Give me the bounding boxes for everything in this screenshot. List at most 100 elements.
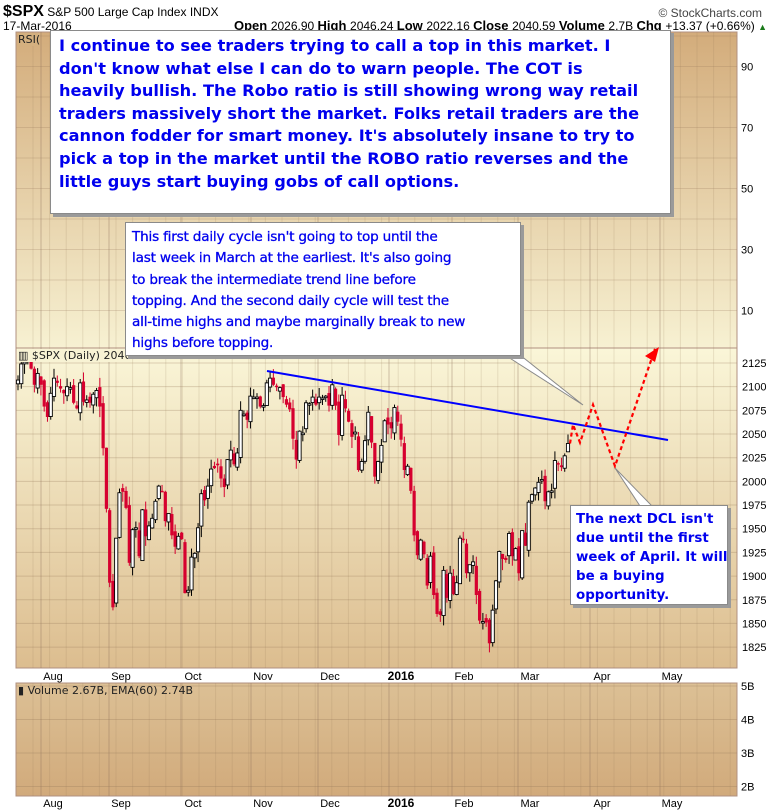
candle — [529, 493, 535, 505]
candle-body — [180, 532, 184, 540]
candle-body — [402, 443, 406, 471]
candle — [500, 553, 505, 571]
candle — [493, 579, 499, 615]
candle-body — [415, 531, 420, 556]
candle-body — [441, 569, 446, 617]
candle-body — [340, 394, 345, 436]
candle — [402, 436, 406, 479]
candle — [399, 414, 403, 447]
x-tick-label: May — [662, 798, 683, 810]
candle-body — [471, 561, 476, 566]
candle-body — [232, 453, 236, 465]
candle-body — [405, 465, 410, 476]
candle — [186, 586, 191, 597]
candle-body — [396, 411, 400, 422]
candle — [258, 395, 262, 409]
volume-tick-label: 5B — [741, 681, 754, 693]
candle — [366, 405, 371, 446]
candle-body — [539, 479, 544, 482]
candle-body — [323, 395, 328, 399]
candle — [275, 383, 279, 392]
price-tick-label: 2100 — [742, 382, 766, 394]
candle — [353, 426, 358, 441]
candle — [432, 546, 436, 600]
candle — [307, 402, 312, 415]
candle — [133, 521, 138, 538]
candle — [180, 531, 184, 540]
quote-key: High — [317, 18, 351, 33]
candle-body — [552, 460, 557, 489]
candle-body — [565, 443, 571, 453]
candle-body — [219, 466, 223, 479]
quote-key: Open — [233, 18, 271, 33]
candle — [478, 588, 482, 625]
chart-date: 17-Mar-2016 — [3, 19, 72, 33]
candle-body — [114, 537, 119, 604]
candle-body — [228, 449, 233, 461]
candle — [203, 486, 207, 506]
candle-body — [490, 609, 495, 644]
candle-body — [480, 621, 485, 624]
candle-body — [29, 357, 33, 369]
candle-body — [261, 405, 266, 408]
price-tick-label: 1900 — [742, 571, 766, 583]
quote-value: 2046.24 — [350, 19, 397, 33]
candle — [55, 375, 59, 387]
candle-body — [478, 590, 482, 621]
candle — [457, 535, 463, 585]
dcl-commentary-callout: The next DCL isn't due until the first wee… — [570, 505, 728, 605]
candle — [241, 410, 246, 417]
candle-body — [258, 396, 262, 407]
candle-body — [350, 423, 354, 437]
candle — [480, 612, 485, 630]
candle — [359, 458, 364, 473]
candle — [513, 547, 518, 561]
candle-body — [484, 618, 488, 623]
candle — [552, 451, 557, 499]
candle — [350, 419, 354, 448]
x-tick-label: Oct — [184, 671, 201, 683]
volume-tick-label: 2B — [741, 782, 754, 794]
candle — [467, 564, 472, 582]
candle-body — [192, 552, 197, 559]
candle-body — [271, 377, 275, 385]
candle-body — [251, 396, 256, 400]
candle-body — [369, 416, 374, 443]
candle — [327, 386, 331, 412]
candle — [277, 386, 282, 400]
up-arrow-icon: ▲ — [758, 22, 767, 32]
candle-body — [343, 399, 347, 409]
candle-body — [189, 556, 194, 591]
callout-line: topping. And the second daily cycle will… — [132, 292, 449, 309]
candle-body — [300, 432, 305, 436]
candle-body — [504, 557, 508, 560]
candle — [163, 490, 167, 527]
candle — [166, 513, 171, 531]
candle-body — [146, 525, 152, 541]
candle-body — [386, 417, 390, 425]
candle-body — [121, 488, 125, 492]
candle — [111, 573, 115, 611]
candle-body — [457, 537, 463, 585]
candle-body — [389, 422, 393, 429]
x-tick-label: Nov — [253, 671, 273, 683]
candle — [196, 523, 201, 563]
candle-body — [22, 361, 27, 365]
candle-body — [327, 393, 331, 406]
candle-body — [333, 388, 338, 406]
candle-body — [88, 396, 92, 403]
candle-body — [166, 513, 171, 523]
candle-body — [543, 475, 547, 502]
candle — [124, 486, 128, 510]
candle — [153, 499, 158, 524]
candle — [369, 416, 374, 449]
callout-line: due until the first — [576, 531, 709, 546]
candle — [291, 399, 295, 450]
candle-body — [75, 405, 79, 409]
candle — [228, 440, 233, 468]
callout-line: pick a top in the market until the ROBO … — [59, 148, 629, 168]
candle-body — [196, 527, 201, 553]
candle-body — [493, 580, 499, 610]
volume-label-text: Volume 2.67B, EMA(60) 2.74B — [27, 684, 194, 697]
candle-body — [310, 396, 315, 404]
